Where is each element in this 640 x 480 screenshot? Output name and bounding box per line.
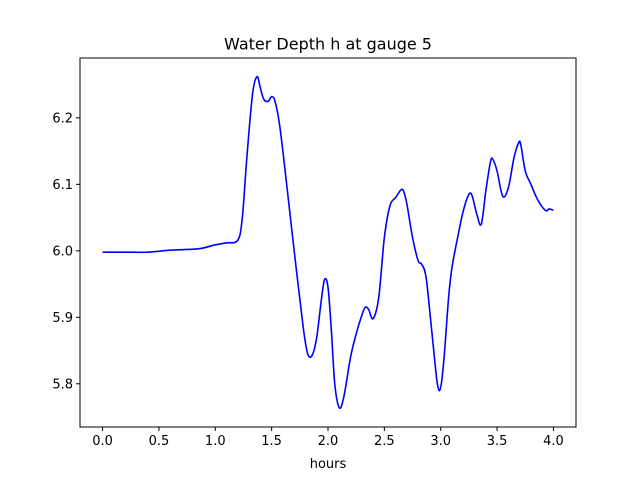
- y-tick-label: 6.0: [52, 244, 73, 259]
- y-tick-label: 6.1: [52, 178, 73, 193]
- x-tick-label: 3.5: [487, 434, 508, 449]
- x-tick-label: 2.5: [374, 434, 395, 449]
- x-tick-label: 0.0: [92, 434, 113, 449]
- x-tick-label: 1.5: [261, 434, 282, 449]
- x-tick-label: 2.0: [318, 434, 339, 449]
- x-axis-label: hours: [310, 457, 347, 472]
- y-tick-label: 5.8: [52, 377, 73, 392]
- x-tick-label: 1.0: [205, 434, 226, 449]
- x-tick-label: 4.0: [543, 434, 564, 449]
- x-tick-label: 0.5: [149, 434, 170, 449]
- y-tick-label: 5.9: [52, 311, 73, 326]
- chart-title: Water Depth h at gauge 5: [224, 35, 432, 54]
- axes-frame: [79, 57, 577, 428]
- series-line: [102, 75, 554, 410]
- y-tick-label: 6.2: [52, 111, 73, 126]
- x-tick-label: 3.0: [430, 434, 451, 449]
- plot-area: 0.0 0.5 1.0 1.5 2.0 2.5 3.0 3.5 4.0 5.8 5.9 6.0 6.1 6…: [52, 57, 577, 449]
